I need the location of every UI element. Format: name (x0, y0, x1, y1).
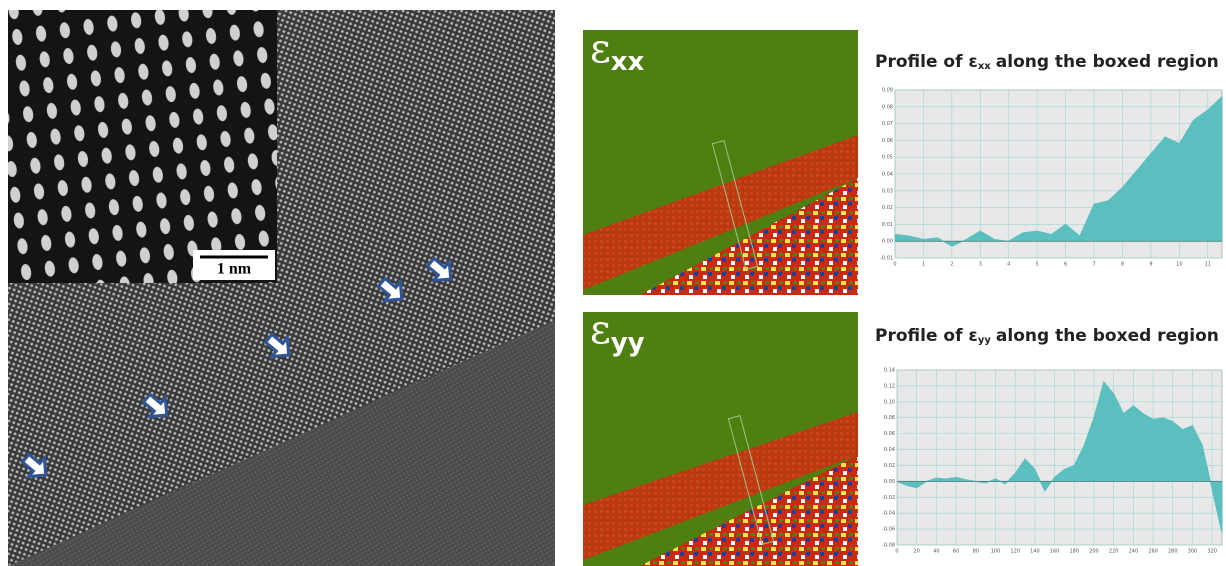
x-tick-label: 0 (893, 262, 896, 268)
x-tick-label: 0 (895, 549, 898, 555)
x-tick-label: 1 (922, 262, 925, 268)
scale-bar-label: 1 nm (217, 261, 252, 278)
x-tick-label: 11 (1205, 262, 1211, 268)
map-subscript: yy (611, 328, 645, 358)
x-tick-label: 7 (1092, 262, 1095, 268)
y-tick-label: 0.09 (882, 88, 893, 94)
y-tick-label: 0.10 (884, 399, 895, 405)
x-tick-label: 20 (914, 549, 920, 555)
x-tick-label: 240 (1129, 549, 1139, 555)
y-tick-label: 0.06 (882, 138, 893, 144)
x-tick-label: 2 (950, 262, 953, 268)
y-tick-label: 0.01 (882, 222, 893, 228)
y-tick-label: 0.02 (884, 463, 895, 469)
y-tick-label: -0.01 (880, 256, 893, 262)
y-tick-label: 0.12 (884, 383, 895, 389)
x-tick-label: 9 (1149, 262, 1152, 268)
title-suffix: along the boxed region (996, 52, 1219, 72)
x-tick-label: 180 (1069, 549, 1079, 555)
inset-image (8, 10, 277, 283)
title-text: Profile of ε (875, 52, 978, 72)
title-suffix: along the boxed region (996, 326, 1219, 346)
y-tick-label: 0.08 (882, 104, 893, 110)
figure-canvas: 1 nm εxx εyy Profile of εxxalong the box… (0, 0, 1226, 566)
x-tick-label: 3 (979, 262, 982, 268)
x-tick-label: 220 (1109, 549, 1119, 555)
y-tick-label: -0.06 (882, 527, 895, 533)
x-tick-label: 280 (1168, 549, 1178, 555)
y-tick-label: 0.07 (882, 121, 893, 127)
x-tick-label: 80 (973, 549, 979, 555)
x-tick-label: 8 (1121, 262, 1124, 268)
y-tick-label: -0.08 (882, 543, 895, 549)
strain-map-yy: εyy (583, 307, 858, 566)
x-tick-label: 100 (991, 549, 1001, 555)
map-symbol: ε (590, 307, 611, 353)
y-tick-label: 0.02 (882, 205, 893, 211)
y-tick-label: 0.04 (882, 172, 893, 178)
y-tick-label: -0.02 (882, 495, 895, 501)
map-symbol: ε (590, 26, 611, 72)
x-tick-label: 5 (1036, 262, 1039, 268)
figure: 1 nm εxx εyy Profile of εxxalong the box… (0, 0, 1226, 566)
y-tick-label: 0.03 (882, 188, 893, 194)
chart-title: Profile of εyy along the boxed region (875, 326, 1219, 346)
x-tick-label: 260 (1148, 549, 1158, 555)
title-subscript: yy (978, 335, 992, 346)
x-tick-label: 120 (1010, 549, 1020, 555)
x-tick-label: 200 (1089, 549, 1099, 555)
x-tick-label: 40 (933, 549, 939, 555)
y-tick-label: 0.00 (884, 479, 895, 485)
x-tick-label: 10 (1176, 262, 1182, 268)
y-tick-label: 0.14 (884, 368, 895, 374)
y-tick-label: -0.04 (882, 511, 895, 517)
title-text: Profile of ε (875, 326, 978, 346)
x-tick-label: 4 (1007, 262, 1010, 268)
x-tick-label: 6 (1064, 262, 1067, 268)
y-tick-label: 0.05 (882, 155, 893, 161)
x-tick-label: 320 (1207, 549, 1217, 555)
x-tick-label: 140 (1030, 549, 1040, 555)
strain-map-xx: εxx (583, 26, 858, 295)
x-tick-label: 300 (1188, 549, 1198, 555)
x-tick-label: 160 (1050, 549, 1060, 555)
title-subscript: xx (978, 61, 991, 72)
y-tick-label: 0.08 (884, 415, 895, 421)
x-tick-label: 60 (953, 549, 959, 555)
y-tick-label: 0.06 (884, 431, 895, 437)
y-tick-label: 0.04 (884, 447, 895, 453)
y-tick-label: 0.00 (882, 239, 893, 245)
chart-title: Profile of εxx along the boxed region (875, 52, 1219, 72)
map-subscript: xx (611, 47, 645, 77)
